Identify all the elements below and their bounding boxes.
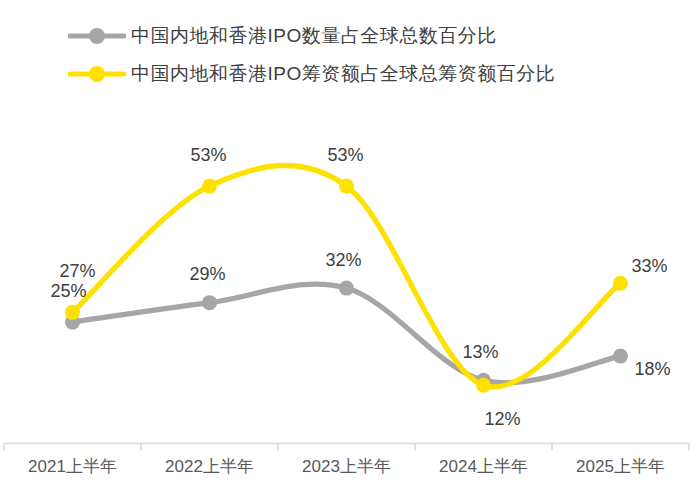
ipo-percentage-line-chart: 中国内地和香港IPO数量占全球总数百分比 中国内地和香港IPO筹资额占全球总筹资… (0, 0, 700, 502)
series-0-marker (339, 281, 354, 296)
series-1-data-label: 53% (327, 145, 363, 165)
x-axis-label: 2021上半年 (28, 457, 117, 476)
series-1-marker (613, 276, 628, 291)
x-axis-label: 2024上半年 (439, 457, 528, 476)
series-0-data-label: 32% (325, 250, 361, 270)
x-axis-label: 2025上半年 (576, 457, 665, 476)
series-1-data-label: 33% (631, 256, 667, 276)
plot-area: 2021上半年 2022上半年 2023上半年 2024上半年 2025上半年 25% 29… (0, 0, 700, 502)
x-axis-label: 2023上半年 (302, 457, 391, 476)
series-1-data-label: 53% (190, 145, 226, 165)
series-1-data-label: 27% (59, 261, 95, 281)
series-0-data-label: 29% (189, 264, 225, 284)
series-1-data-label: 12% (484, 409, 520, 429)
series-1-marker (476, 378, 491, 393)
series-1-line (73, 165, 621, 386)
series-1-marker (339, 179, 354, 194)
x-axis-label: 2022上半年 (165, 457, 254, 476)
series-1-marker (65, 305, 80, 320)
series-0-marker (202, 295, 217, 310)
series-1-marker (202, 179, 217, 194)
series-0-data-label: 18% (634, 359, 670, 379)
series-0-data-label: 13% (462, 342, 498, 362)
series-0-data-label: 25% (50, 281, 86, 301)
series-0-marker (613, 349, 628, 364)
